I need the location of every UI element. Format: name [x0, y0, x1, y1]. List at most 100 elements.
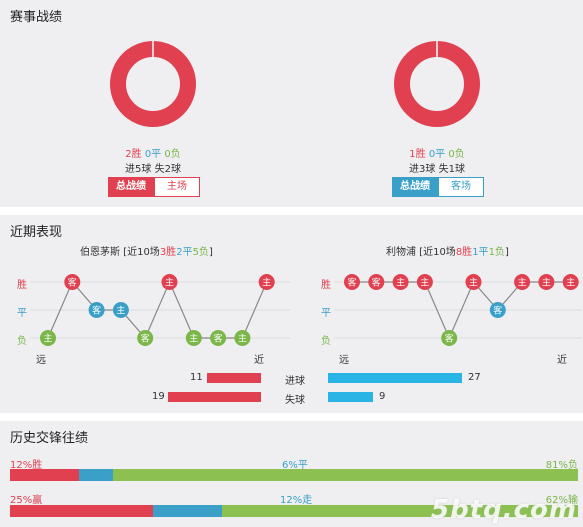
right-form-chart: 客客主主客主客主主主: [334, 274, 582, 346]
right-form-marker: [416, 274, 433, 290]
right-record-summary: 1胜 0平 0负: [377, 145, 497, 160]
left-conceded-value: 19: [152, 391, 165, 402]
right-form-marker: [441, 330, 458, 346]
right-venue-label: 主: [566, 277, 575, 289]
right-form-point: 客: [368, 274, 385, 290]
left-goals-summary: 进5球 失2球: [125, 164, 181, 175]
left-form-marker: [137, 330, 154, 346]
h2h-row1-loss-label: 81%负: [545, 460, 578, 471]
left-form-point: 主: [185, 330, 202, 346]
left-tabs: 总战绩 主场: [108, 177, 200, 197]
h2h-row2-loss-segment: [222, 505, 578, 517]
watermark: 5btq.com: [431, 495, 577, 525]
right-recent-title: 利物浦 [近10场8胜1平1负]: [386, 247, 509, 258]
left-form-marker: [234, 330, 251, 346]
right-form-marker: [562, 274, 579, 290]
tab-right-away[interactable]: 客场: [438, 177, 484, 197]
left-form-point: 客: [137, 330, 154, 346]
right-conceded-value: 9: [379, 391, 386, 402]
left-form-marker: [112, 302, 129, 318]
left-form-marker: [210, 330, 227, 346]
right-form-marker: [489, 302, 506, 318]
right-form-marker: [368, 274, 385, 290]
h2h-row2-win-label: 25%赢: [10, 495, 43, 506]
right-axis-win: 胜: [321, 280, 331, 291]
right-axis-far: 远: [339, 355, 349, 366]
tab-right-overall[interactable]: 总战绩: [392, 177, 438, 197]
right-record-donut: [394, 41, 480, 127]
recent-title: 近期表现: [10, 225, 63, 240]
right-form-point: 主: [562, 274, 579, 290]
left-venue-label: 客: [92, 305, 101, 317]
h2h-row2-win-segment: [10, 505, 154, 517]
right-axis-loss: 负: [321, 336, 331, 347]
right-goals-summary: 进3球 失1球: [409, 164, 465, 175]
left-venue-label: 主: [262, 277, 271, 289]
left-conceded-bar: [168, 392, 261, 402]
left-form-marker: [185, 330, 202, 346]
left-axis-near: 近: [254, 355, 264, 366]
right-venue-label: 客: [372, 277, 381, 289]
h2h-row1-loss-segment: [113, 469, 578, 481]
tab-left-home[interactable]: 主场: [154, 177, 200, 197]
right-conceded-bar: [328, 392, 373, 402]
right-form-point: 主: [465, 274, 482, 290]
left-form-marker: [258, 274, 275, 290]
left-form-marker: [40, 330, 56, 346]
record-title: 赛事战绩: [10, 10, 63, 25]
right-form-point: 主: [538, 274, 555, 290]
right-form-point: 主: [392, 274, 409, 290]
left-record-summary: 2胜 0平 0负: [93, 145, 213, 160]
right-venue-label: 客: [445, 333, 454, 345]
h2h-row2-draw-label: 12%走: [280, 495, 313, 506]
right-draws: 0平: [428, 149, 446, 160]
right-venue-label: 主: [469, 277, 478, 289]
left-venue-label: 主: [116, 305, 125, 317]
right-losses: 0负: [448, 149, 465, 160]
left-form-point: 主: [112, 302, 129, 318]
right-venue-label: 客: [493, 305, 502, 317]
left-venue-label: 客: [68, 277, 77, 289]
right-wins: 1胜: [409, 149, 426, 160]
h2h-row1-win-segment: [10, 469, 79, 481]
left-form-marker: [88, 302, 105, 318]
left-scored-bar: [207, 373, 261, 383]
right-form-marker: [344, 274, 360, 290]
recent-panel: 近期表现 伯恩茅斯 [近10场3胜2平5负] 利物浦 [近10场8胜1平1负] …: [0, 215, 583, 413]
left-form-point: 主: [234, 330, 251, 346]
left-record-donut: [110, 41, 196, 127]
left-venue-label: 主: [238, 333, 247, 345]
left-axis-win: 胜: [17, 280, 27, 291]
h2h-row1-win-label: 12%胜: [10, 460, 43, 471]
scored-label: 进球: [285, 376, 305, 387]
left-draws: 0平: [144, 149, 162, 160]
left-form-point: 主: [161, 274, 178, 290]
tab-left-overall[interactable]: 总战绩: [108, 177, 154, 197]
left-form-point: 主: [40, 330, 56, 346]
left-form-point: 客: [64, 274, 81, 290]
right-form-point: 客: [489, 302, 506, 318]
left-venue-label: 主: [165, 277, 174, 289]
right-venue-label: 主: [518, 277, 527, 289]
left-wins: 2胜: [125, 149, 142, 160]
right-form-point: 客: [441, 330, 458, 346]
right-scored-value: 27: [468, 372, 481, 383]
left-venue-label: 客: [214, 333, 223, 345]
right-tabs: 总战绩 客场: [392, 177, 484, 197]
right-form-point: 客: [344, 274, 360, 290]
left-venue-label: 客: [141, 333, 150, 345]
right-scored-bar: [328, 373, 462, 383]
left-recent-title: 伯恩茅斯 [近10场3胜2平5负]: [80, 247, 213, 258]
right-form-line: [352, 280, 571, 340]
left-form-point: 客: [88, 302, 105, 318]
h2h-row1-draw-label: 6%平: [282, 460, 308, 471]
h2h-panel: 历史交锋往绩 12%胜 6%平 81%负 25%赢 12%走 62%输 5btq…: [0, 421, 583, 527]
left-form-chart: 主客客 主客主主客主主: [30, 274, 290, 346]
h2h-title: 历史交锋往绩: [10, 431, 89, 446]
h2h-row2-bar: [10, 505, 578, 517]
divider: [0, 207, 583, 215]
left-form-marker: [161, 274, 178, 290]
right-form-marker: [465, 274, 482, 290]
left-losses: 0负: [164, 149, 181, 160]
left-venue-label: 主: [43, 333, 52, 345]
